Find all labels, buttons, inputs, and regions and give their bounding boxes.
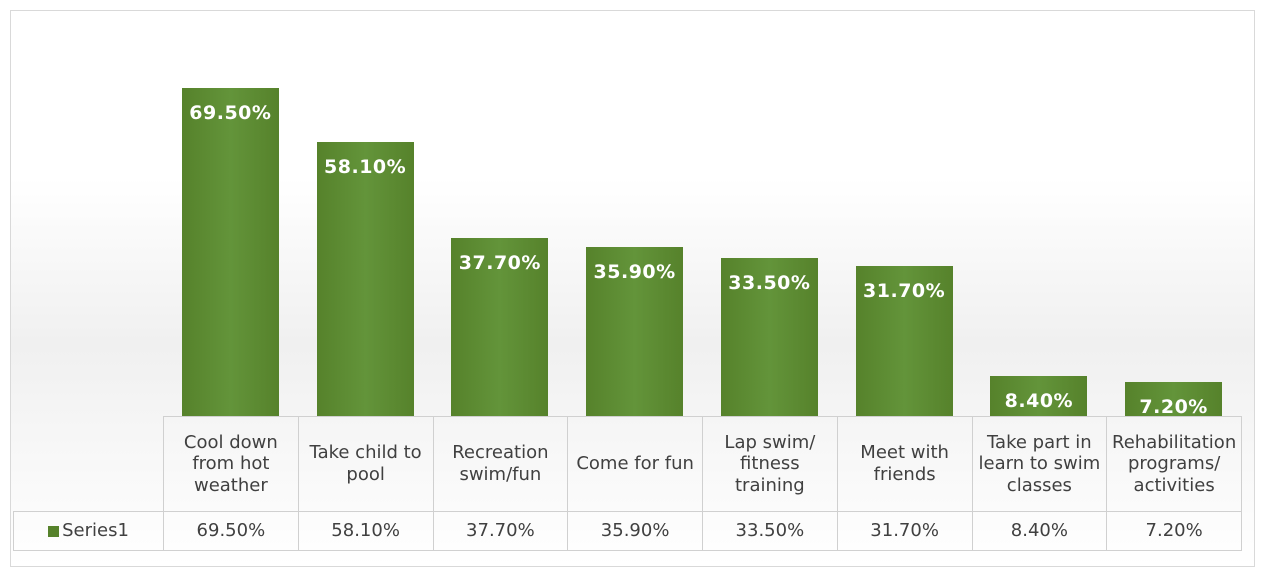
bar: 8.40% xyxy=(990,376,1088,416)
table-value: 33.50% xyxy=(702,511,838,551)
data-label: 31.70% xyxy=(863,280,946,303)
table-value: 7.20% xyxy=(1106,511,1242,551)
legend-label: Series1 xyxy=(62,520,129,542)
table-value: 35.90% xyxy=(567,511,703,551)
category-label: Take part in learn to swim classes xyxy=(971,416,1108,512)
bar: 31.70% xyxy=(855,266,953,416)
bar: 69.50% xyxy=(181,88,279,416)
table-value: 37.70% xyxy=(432,511,569,551)
category-label: Cool down from hot weather xyxy=(163,416,299,512)
table-value: 8.40% xyxy=(971,511,1108,551)
data-label: 37.70% xyxy=(458,252,541,275)
chart: 69.50% Cool down from hot weather 69.50% 58… xyxy=(10,10,1255,567)
data-label: 7.20% xyxy=(1139,396,1208,419)
table-value: 58.10% xyxy=(297,511,434,551)
category-label: Meet with friends xyxy=(836,416,973,512)
legend-swatch xyxy=(48,525,60,537)
bar: 37.70% xyxy=(451,238,549,416)
bar: 35.90% xyxy=(586,246,684,416)
data-label: 33.50% xyxy=(728,271,811,294)
category-label: Recreation swim/fun xyxy=(432,416,569,512)
category-label: Rehabilitation programs/ activities xyxy=(1106,416,1242,512)
data-label: 69.50% xyxy=(189,102,272,124)
bar: 33.50% xyxy=(720,257,818,416)
data-label: 8.40% xyxy=(1004,390,1074,413)
bar: 7.20% xyxy=(1125,382,1223,419)
table-value: 31.70% xyxy=(836,511,973,551)
bar: 58.10% xyxy=(316,141,414,416)
legend-cell: Series1 xyxy=(13,511,164,551)
category-label: Come for fun xyxy=(567,416,703,512)
data-label: 58.10% xyxy=(324,155,407,178)
table-value: 69.50% xyxy=(163,511,299,551)
category-label: Lap swim/ fitness training xyxy=(702,416,838,512)
category-label: Take child to pool xyxy=(297,416,434,512)
data-label: 35.90% xyxy=(593,260,676,283)
